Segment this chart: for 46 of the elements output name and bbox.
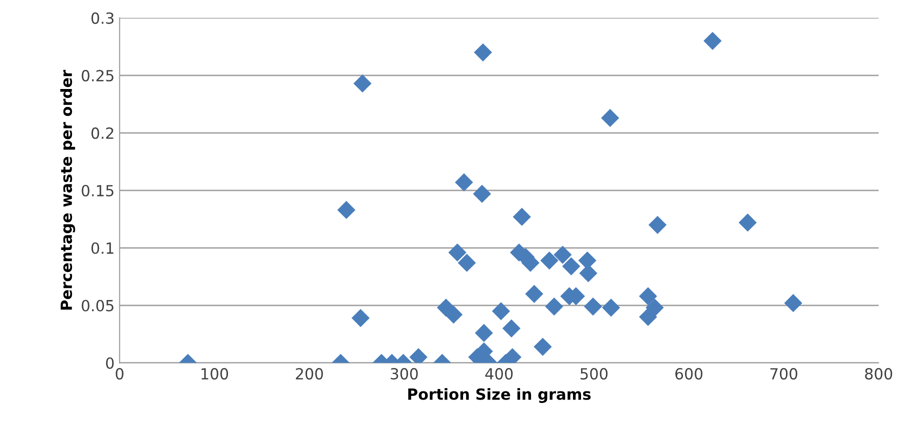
y-tick-label: 0.2 xyxy=(91,127,114,139)
point xyxy=(474,43,492,62)
point xyxy=(738,214,757,232)
point xyxy=(512,208,531,226)
point xyxy=(639,308,658,326)
point xyxy=(648,216,667,234)
point xyxy=(337,200,356,219)
x-tick-label: 200 xyxy=(296,368,323,380)
point xyxy=(704,32,722,50)
y-tick-label: 0.15 xyxy=(82,184,114,196)
x-tick-label: 0 xyxy=(116,368,124,380)
point xyxy=(454,173,474,192)
point xyxy=(602,298,620,317)
point xyxy=(458,254,476,272)
y-tick-label: 0.1 xyxy=(91,242,114,254)
point xyxy=(352,308,370,328)
point xyxy=(502,319,520,338)
x-tick-label: 500 xyxy=(580,368,608,380)
point xyxy=(525,284,544,303)
y-axis-title: Percentage waste per order xyxy=(60,70,76,310)
x-axis-title: Portion Size in grams xyxy=(408,388,591,403)
x-tick-label: 600 xyxy=(675,368,702,380)
x-tick-label: 800 xyxy=(865,368,892,380)
x-tick-label: 700 xyxy=(770,368,798,380)
point xyxy=(474,324,493,342)
point xyxy=(562,257,580,276)
point xyxy=(353,74,372,93)
point xyxy=(444,306,463,324)
point xyxy=(554,246,572,264)
x-tick-label: 400 xyxy=(485,368,513,380)
point xyxy=(472,184,492,203)
point xyxy=(448,243,466,262)
point xyxy=(545,297,564,316)
y-tick-label: 0.05 xyxy=(82,300,114,312)
point xyxy=(601,108,620,128)
point xyxy=(784,294,802,312)
y-tick-label: 0.25 xyxy=(82,70,114,82)
point xyxy=(584,297,602,316)
x-tick-label: 100 xyxy=(202,368,228,380)
x-tick-label: 300 xyxy=(390,368,418,380)
y-tick-label: 0.3 xyxy=(91,12,114,24)
point xyxy=(492,302,510,320)
point xyxy=(639,287,658,306)
point xyxy=(534,338,552,356)
y-tick-label: 0 xyxy=(106,357,114,369)
point xyxy=(540,251,558,270)
